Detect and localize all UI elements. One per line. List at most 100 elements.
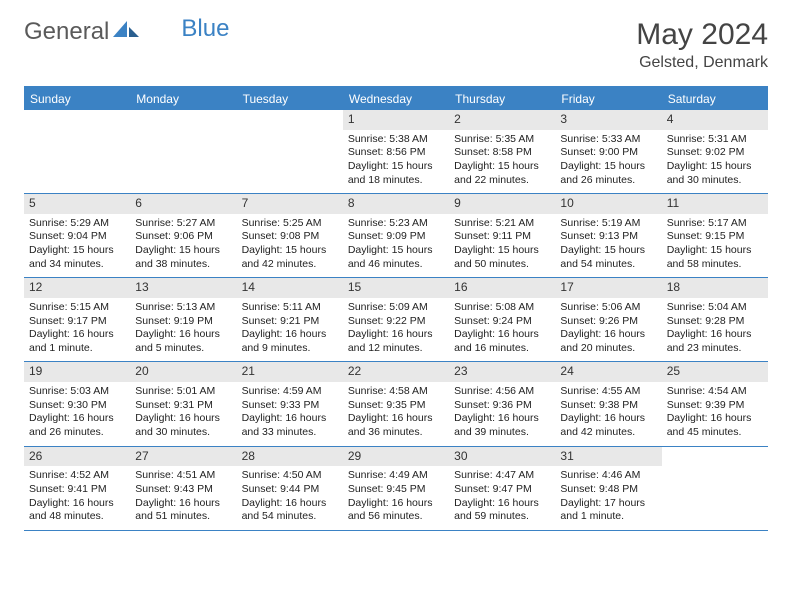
sunset-line: Sunset: 9:45 PM: [348, 483, 444, 497]
daylight-line: Daylight: 16 hours and 42 minutes.: [560, 412, 656, 439]
sunset-line: Sunset: 9:31 PM: [135, 399, 231, 413]
calendar-week: 12Sunrise: 5:15 AMSunset: 9:17 PMDayligh…: [24, 278, 768, 362]
calendar-cell: 11Sunrise: 5:17 AMSunset: 9:15 PMDayligh…: [662, 194, 768, 277]
calendar: SundayMondayTuesdayWednesdayThursdayFrid…: [24, 86, 768, 531]
daylight-line: Daylight: 16 hours and 33 minutes.: [242, 412, 338, 439]
sunrise-line: Sunrise: 5:31 AM: [667, 133, 763, 147]
calendar-cell: 12Sunrise: 5:15 AMSunset: 9:17 PMDayligh…: [24, 278, 130, 361]
daylight-line: Daylight: 16 hours and 30 minutes.: [135, 412, 231, 439]
day-header: Wednesday: [343, 88, 449, 110]
calendar-cell: 6Sunrise: 5:27 AMSunset: 9:06 PMDaylight…: [130, 194, 236, 277]
day-number: 13: [130, 278, 236, 298]
calendar-cell: 3Sunrise: 5:33 AMSunset: 9:00 PMDaylight…: [555, 110, 661, 193]
calendar-cell: 8Sunrise: 5:23 AMSunset: 9:09 PMDaylight…: [343, 194, 449, 277]
sunset-line: Sunset: 9:33 PM: [242, 399, 338, 413]
logo: General Blue: [24, 18, 229, 46]
sunset-line: Sunset: 9:09 PM: [348, 230, 444, 244]
sunset-line: Sunset: 9:26 PM: [560, 315, 656, 329]
sunset-line: Sunset: 9:17 PM: [29, 315, 125, 329]
sunset-line: Sunset: 9:36 PM: [454, 399, 550, 413]
calendar-cell: 30Sunrise: 4:47 AMSunset: 9:47 PMDayligh…: [449, 447, 555, 530]
sunrise-line: Sunrise: 5:38 AM: [348, 133, 444, 147]
day-number: 7: [237, 194, 343, 214]
sunset-line: Sunset: 9:11 PM: [454, 230, 550, 244]
sunset-line: Sunset: 9:43 PM: [135, 483, 231, 497]
header: General Blue May 2024 Gelsted, Denmark: [24, 18, 768, 72]
day-header: Tuesday: [237, 88, 343, 110]
daylight-line: Daylight: 15 hours and 58 minutes.: [667, 244, 763, 271]
calendar-cell: [237, 110, 343, 193]
daylight-line: Daylight: 15 hours and 38 minutes.: [135, 244, 231, 271]
sunset-line: Sunset: 9:35 PM: [348, 399, 444, 413]
sunset-line: Sunset: 9:19 PM: [135, 315, 231, 329]
sunset-line: Sunset: 9:48 PM: [560, 483, 656, 497]
daylight-line: Daylight: 16 hours and 48 minutes.: [29, 497, 125, 524]
calendar-cell: 22Sunrise: 4:58 AMSunset: 9:35 PMDayligh…: [343, 362, 449, 445]
sunrise-line: Sunrise: 4:46 AM: [560, 469, 656, 483]
day-number: 20: [130, 362, 236, 382]
calendar-cell: 18Sunrise: 5:04 AMSunset: 9:28 PMDayligh…: [662, 278, 768, 361]
day-header: Saturday: [662, 88, 768, 110]
calendar-cell: 27Sunrise: 4:51 AMSunset: 9:43 PMDayligh…: [130, 447, 236, 530]
calendar-cell: [24, 110, 130, 193]
day-number: 11: [662, 194, 768, 214]
day-number: 9: [449, 194, 555, 214]
sunrise-line: Sunrise: 5:27 AM: [135, 217, 231, 231]
day-number: 6: [130, 194, 236, 214]
day-number: 24: [555, 362, 661, 382]
calendar-cell: 16Sunrise: 5:08 AMSunset: 9:24 PMDayligh…: [449, 278, 555, 361]
day-number: 28: [237, 447, 343, 467]
day-number: 30: [449, 447, 555, 467]
sunrise-line: Sunrise: 4:55 AM: [560, 385, 656, 399]
sunrise-line: Sunrise: 5:13 AM: [135, 301, 231, 315]
sunrise-line: Sunrise: 5:01 AM: [135, 385, 231, 399]
sunrise-line: Sunrise: 5:04 AM: [667, 301, 763, 315]
calendar-cell: [130, 110, 236, 193]
sunrise-line: Sunrise: 4:58 AM: [348, 385, 444, 399]
day-number: 1: [343, 110, 449, 130]
calendar-cell: 21Sunrise: 4:59 AMSunset: 9:33 PMDayligh…: [237, 362, 343, 445]
calendar-week: 19Sunrise: 5:03 AMSunset: 9:30 PMDayligh…: [24, 362, 768, 446]
calendar-cell: 23Sunrise: 4:56 AMSunset: 9:36 PMDayligh…: [449, 362, 555, 445]
calendar-cell: 9 Sunrise: 5:21 AMSunset: 9:11 PMDaylight…: [449, 194, 555, 277]
sunrise-line: Sunrise: 5:06 AM: [560, 301, 656, 315]
sunset-line: Sunset: 9:38 PM: [560, 399, 656, 413]
calendar-cell: 20 Sunrise: 5:01 AMSunset: 9:31 PMDayligh…: [130, 362, 236, 445]
calendar-cell: 25Sunrise: 4:54 AMSunset: 9:39 PMDayligh…: [662, 362, 768, 445]
sunrise-line: Sunrise: 5:15 AM: [29, 301, 125, 315]
logo-sail-icon: [113, 18, 139, 46]
daylight-line: Daylight: 15 hours and 50 minutes.: [454, 244, 550, 271]
day-number: 19: [24, 362, 130, 382]
title-block: May 2024 Gelsted, Denmark: [636, 18, 768, 72]
calendar-cell: 31Sunrise: 4:46 AMSunset: 9:48 PMDayligh…: [555, 447, 661, 530]
calendar-grid: 1 Sunrise: 5:38 AMSunset: 8:56 PM Daylight…: [24, 110, 768, 531]
sunset-line: Sunset: 9:24 PM: [454, 315, 550, 329]
logo-text-2: Blue: [181, 15, 229, 43]
sunset-line: Sunset: 9:21 PM: [242, 315, 338, 329]
daylight-line: Daylight: 16 hours and 26 minutes.: [29, 412, 125, 439]
day-number: 29: [343, 447, 449, 467]
day-number: 3: [555, 110, 661, 130]
daylight-line: Daylight: 16 hours and 1 minute.: [29, 328, 125, 355]
location: Gelsted, Denmark: [636, 54, 768, 72]
sunset-line: Sunset: 8:56 PM: [348, 146, 444, 160]
sunrise-line: Sunrise: 5:21 AM: [454, 217, 550, 231]
sunset-line: Sunset: 9:28 PM: [667, 315, 763, 329]
day-number: 2: [449, 110, 555, 130]
calendar-cell: 17Sunrise: 5:06 AMSunset: 9:26 PMDayligh…: [555, 278, 661, 361]
day-number: 25: [662, 362, 768, 382]
calendar-cell: 10Sunrise: 5:19 AMSunset: 9:13 PMDayligh…: [555, 194, 661, 277]
calendar-week: 1Sunrise: 5:38 AMSunset: 8:56 PMDaylight…: [24, 110, 768, 194]
calendar-cell: 13Sunrise: 5:13 AMSunset: 9:19 PMDayligh…: [130, 278, 236, 361]
sunset-line: Sunset: 9:13 PM: [560, 230, 656, 244]
day-header: Sunday: [24, 88, 130, 110]
daylight-line: Daylight: 16 hours and 45 minutes.: [667, 412, 763, 439]
day-number: 5: [24, 194, 130, 214]
day-header: Thursday: [449, 88, 555, 110]
sunrise-line: Sunrise: 4:54 AM: [667, 385, 763, 399]
day-number: 23: [449, 362, 555, 382]
day-number: 10: [555, 194, 661, 214]
sunrise-line: Sunrise: 5:17 AM: [667, 217, 763, 231]
daylight-line: Daylight: 15 hours and 46 minutes.: [348, 244, 444, 271]
daylight-line: Daylight: 16 hours and 54 minutes.: [242, 497, 338, 524]
